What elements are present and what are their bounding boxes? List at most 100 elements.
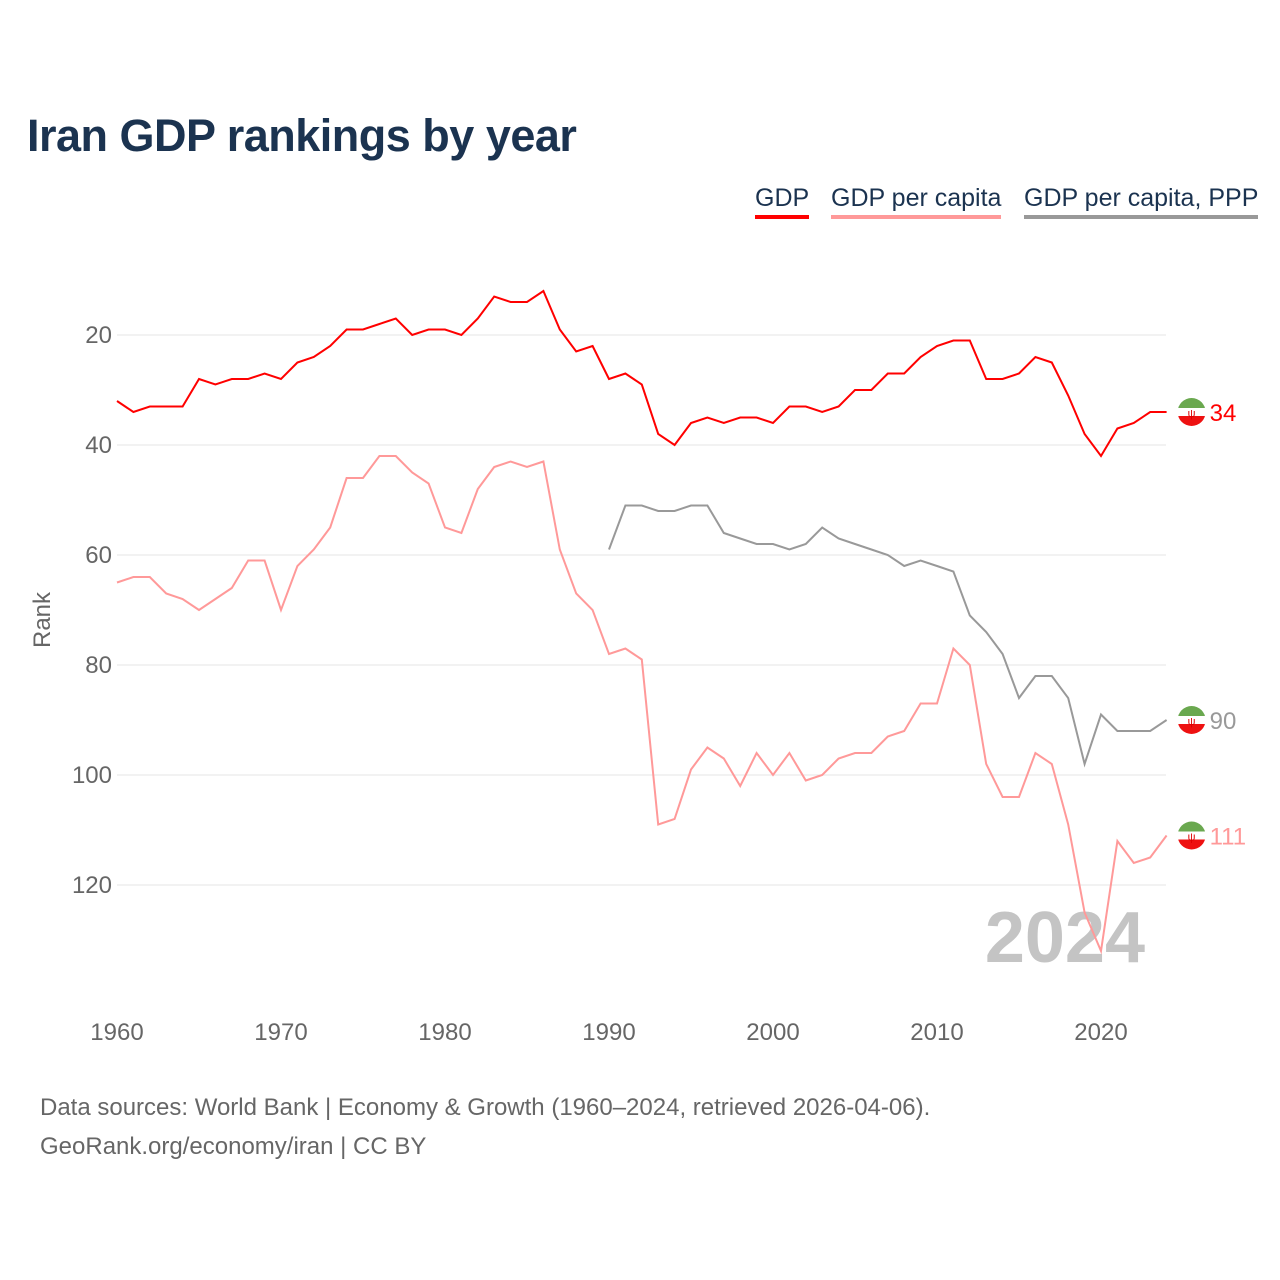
data-point xyxy=(508,299,514,305)
data-point xyxy=(196,607,202,613)
data-point xyxy=(130,574,136,580)
data-point xyxy=(885,371,891,377)
data-point xyxy=(409,332,415,338)
year-watermark: 2024 xyxy=(985,898,1145,978)
y-tick-label: 100 xyxy=(72,762,112,789)
data-point xyxy=(360,475,366,481)
y-tick-label: 40 xyxy=(85,432,112,459)
data-point xyxy=(442,525,448,531)
svg-text:ψ: ψ xyxy=(1188,832,1196,844)
data-point xyxy=(1065,822,1071,828)
data-point xyxy=(294,360,300,366)
data-point xyxy=(704,745,710,751)
data-point xyxy=(524,299,530,305)
legend-gdp-per-capita[interactable]: GDP per capita xyxy=(831,184,1002,219)
data-point xyxy=(1000,376,1006,382)
data-point xyxy=(885,552,891,558)
data-point xyxy=(524,464,530,470)
source-link[interactable]: GeoRank.org/economy/iran | CC BY xyxy=(40,1133,427,1160)
data-point xyxy=(426,327,432,333)
data-point xyxy=(262,371,268,377)
data-point xyxy=(294,563,300,569)
data-point xyxy=(655,822,661,828)
data-point xyxy=(836,404,842,410)
data-point xyxy=(1131,728,1137,734)
data-point xyxy=(950,338,956,344)
legend-gdp-per-capita-ppp[interactable]: GDP per capita, PPP xyxy=(1024,184,1259,219)
data-point xyxy=(868,750,874,756)
series-end-label: 34 xyxy=(1210,400,1237,427)
data-point xyxy=(983,761,989,767)
data-point xyxy=(1000,794,1006,800)
data-point xyxy=(1082,761,1088,767)
data-point xyxy=(803,778,809,784)
data-point xyxy=(475,316,481,322)
data-point xyxy=(639,503,645,509)
data-point xyxy=(1049,761,1055,767)
data-point xyxy=(590,607,596,613)
data-point xyxy=(376,453,382,459)
series-end-label: 111 xyxy=(1210,824,1246,851)
series-line-2 xyxy=(608,504,1168,768)
data-point xyxy=(918,354,924,360)
chart-title: Iran GDP rankings by year xyxy=(27,110,577,161)
data-point xyxy=(885,734,891,740)
data-point xyxy=(1082,431,1088,437)
x-tick-label: 1960 xyxy=(90,1019,143,1046)
data-point xyxy=(868,387,874,393)
data-point xyxy=(819,772,825,778)
data-point xyxy=(704,415,710,421)
x-tick-label: 2020 xyxy=(1074,1019,1127,1046)
data-point xyxy=(918,558,924,564)
svg-text:ψ: ψ xyxy=(1188,408,1196,420)
data-point xyxy=(229,585,235,591)
data-point xyxy=(1131,860,1137,866)
data-point xyxy=(344,327,350,333)
data-point xyxy=(918,701,924,707)
data-point xyxy=(754,415,760,421)
data-point xyxy=(262,558,268,564)
x-tick-label: 2000 xyxy=(746,1019,799,1046)
data-point xyxy=(704,503,710,509)
data-point xyxy=(540,288,546,294)
data-point xyxy=(442,327,448,333)
data-point xyxy=(639,657,645,663)
data-point xyxy=(672,508,678,514)
legend-gdp[interactable]: GDP xyxy=(755,184,810,219)
data-point xyxy=(327,525,333,531)
data-point xyxy=(1032,673,1038,679)
data-point xyxy=(1114,426,1120,432)
data-point xyxy=(737,536,743,542)
data-point xyxy=(1164,717,1170,723)
series-end-label: 90 xyxy=(1210,708,1237,735)
data-point xyxy=(409,470,415,476)
y-tick-label: 60 xyxy=(85,542,112,569)
iran-flag-icon: ψ xyxy=(1177,821,1206,850)
data-point xyxy=(393,316,399,322)
data-point xyxy=(1147,728,1153,734)
data-point xyxy=(1016,371,1022,377)
x-tick-label: 1970 xyxy=(254,1019,307,1046)
data-point xyxy=(1000,651,1006,657)
data-point xyxy=(754,750,760,756)
data-point xyxy=(770,420,776,426)
data-point xyxy=(622,503,628,509)
data-point xyxy=(901,371,907,377)
data-point xyxy=(130,409,136,415)
iran-flag-icon: ψ xyxy=(1177,706,1206,734)
data-point xyxy=(1114,838,1120,844)
data-point xyxy=(622,371,628,377)
data-point xyxy=(376,321,382,327)
source-line: Data sources: World Bank | Economy & Gro… xyxy=(40,1094,931,1121)
data-point xyxy=(491,294,497,300)
data-point xyxy=(786,750,792,756)
data-point xyxy=(967,613,973,619)
data-point xyxy=(344,475,350,481)
data-point xyxy=(311,354,317,360)
x-tick-label: 1990 xyxy=(582,1019,635,1046)
data-point xyxy=(1147,855,1153,861)
data-point xyxy=(983,376,989,382)
data-point xyxy=(491,464,497,470)
svg-text:ψ: ψ xyxy=(1188,716,1196,728)
